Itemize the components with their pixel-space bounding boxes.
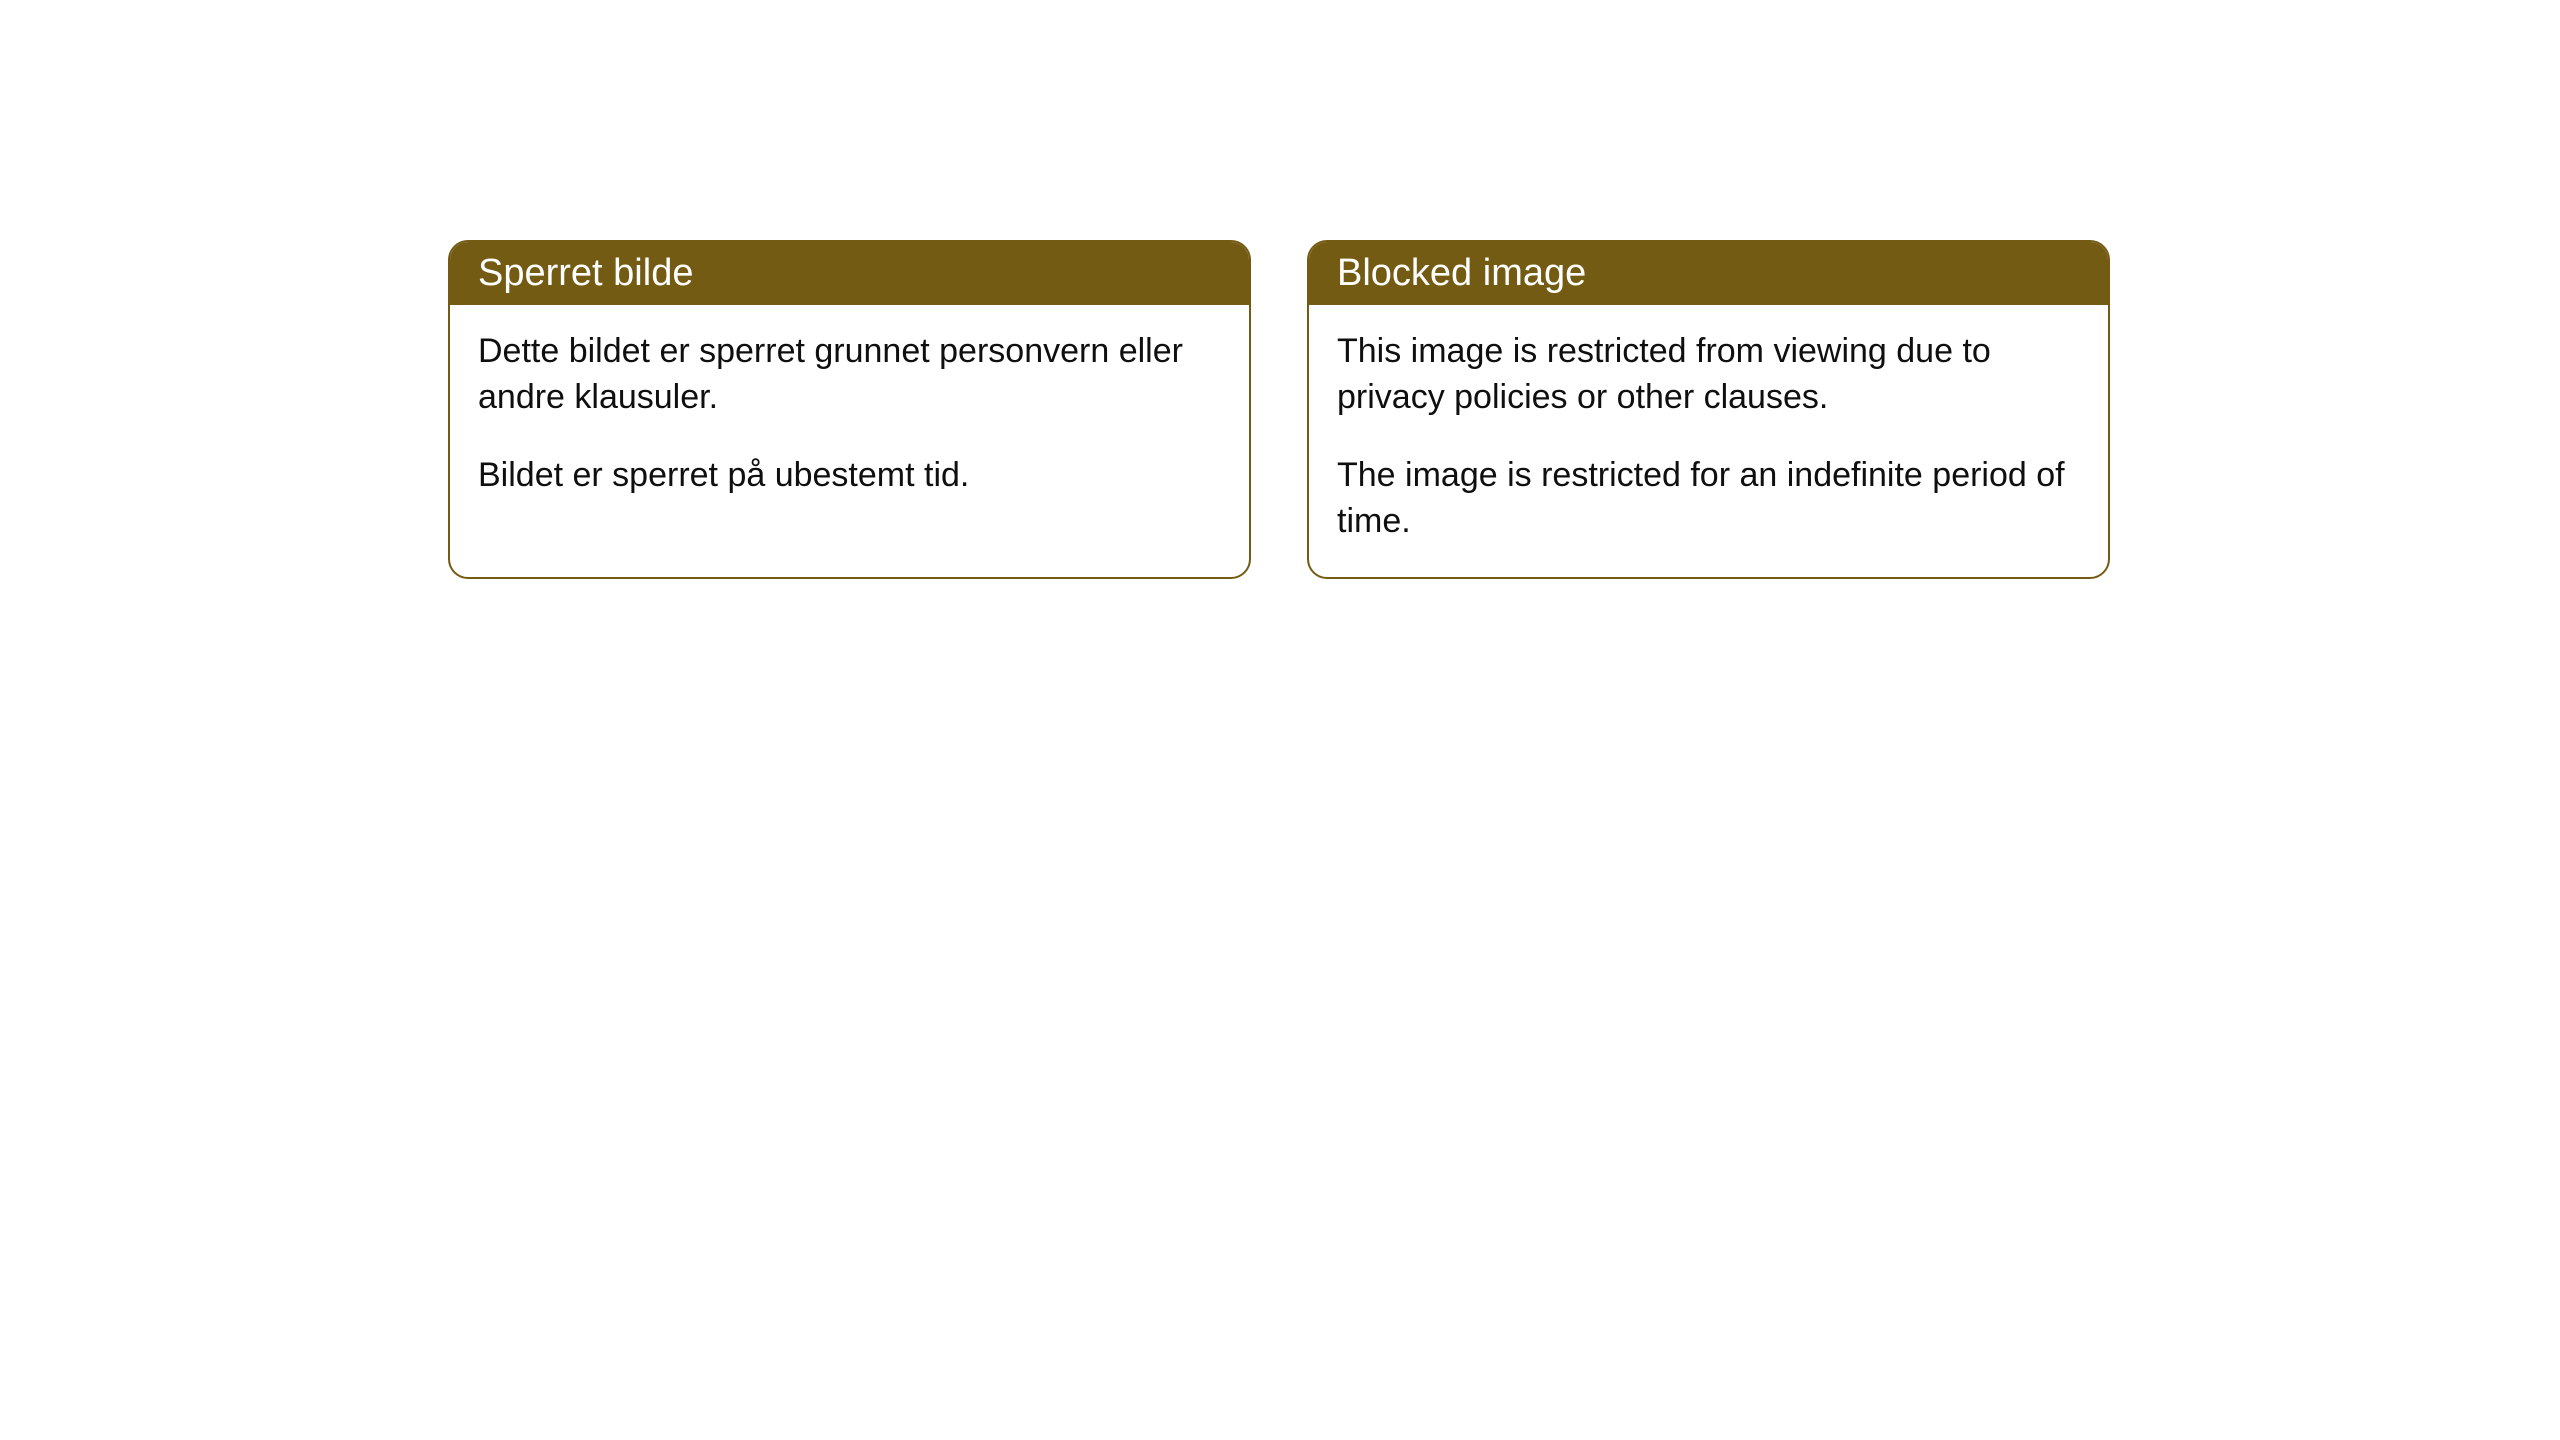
notice-card-norwegian: Sperret bilde Dette bildet er sperret gr…: [448, 240, 1251, 579]
card-paragraph: The image is restricted for an indefinit…: [1337, 453, 2080, 545]
card-header: Sperret bilde: [450, 242, 1249, 305]
card-body: This image is restricted from viewing du…: [1309, 305, 2108, 577]
card-body: Dette bildet er sperret grunnet personve…: [450, 305, 1249, 531]
card-paragraph: This image is restricted from viewing du…: [1337, 329, 2080, 421]
notice-card-english: Blocked image This image is restricted f…: [1307, 240, 2110, 579]
card-paragraph: Bildet er sperret på ubestemt tid.: [478, 453, 1221, 499]
card-title: Sperret bilde: [478, 252, 693, 294]
card-paragraph: Dette bildet er sperret grunnet personve…: [478, 329, 1221, 421]
card-header: Blocked image: [1309, 242, 2108, 305]
card-title: Blocked image: [1337, 252, 1586, 294]
notice-cards-container: Sperret bilde Dette bildet er sperret gr…: [448, 240, 2110, 579]
